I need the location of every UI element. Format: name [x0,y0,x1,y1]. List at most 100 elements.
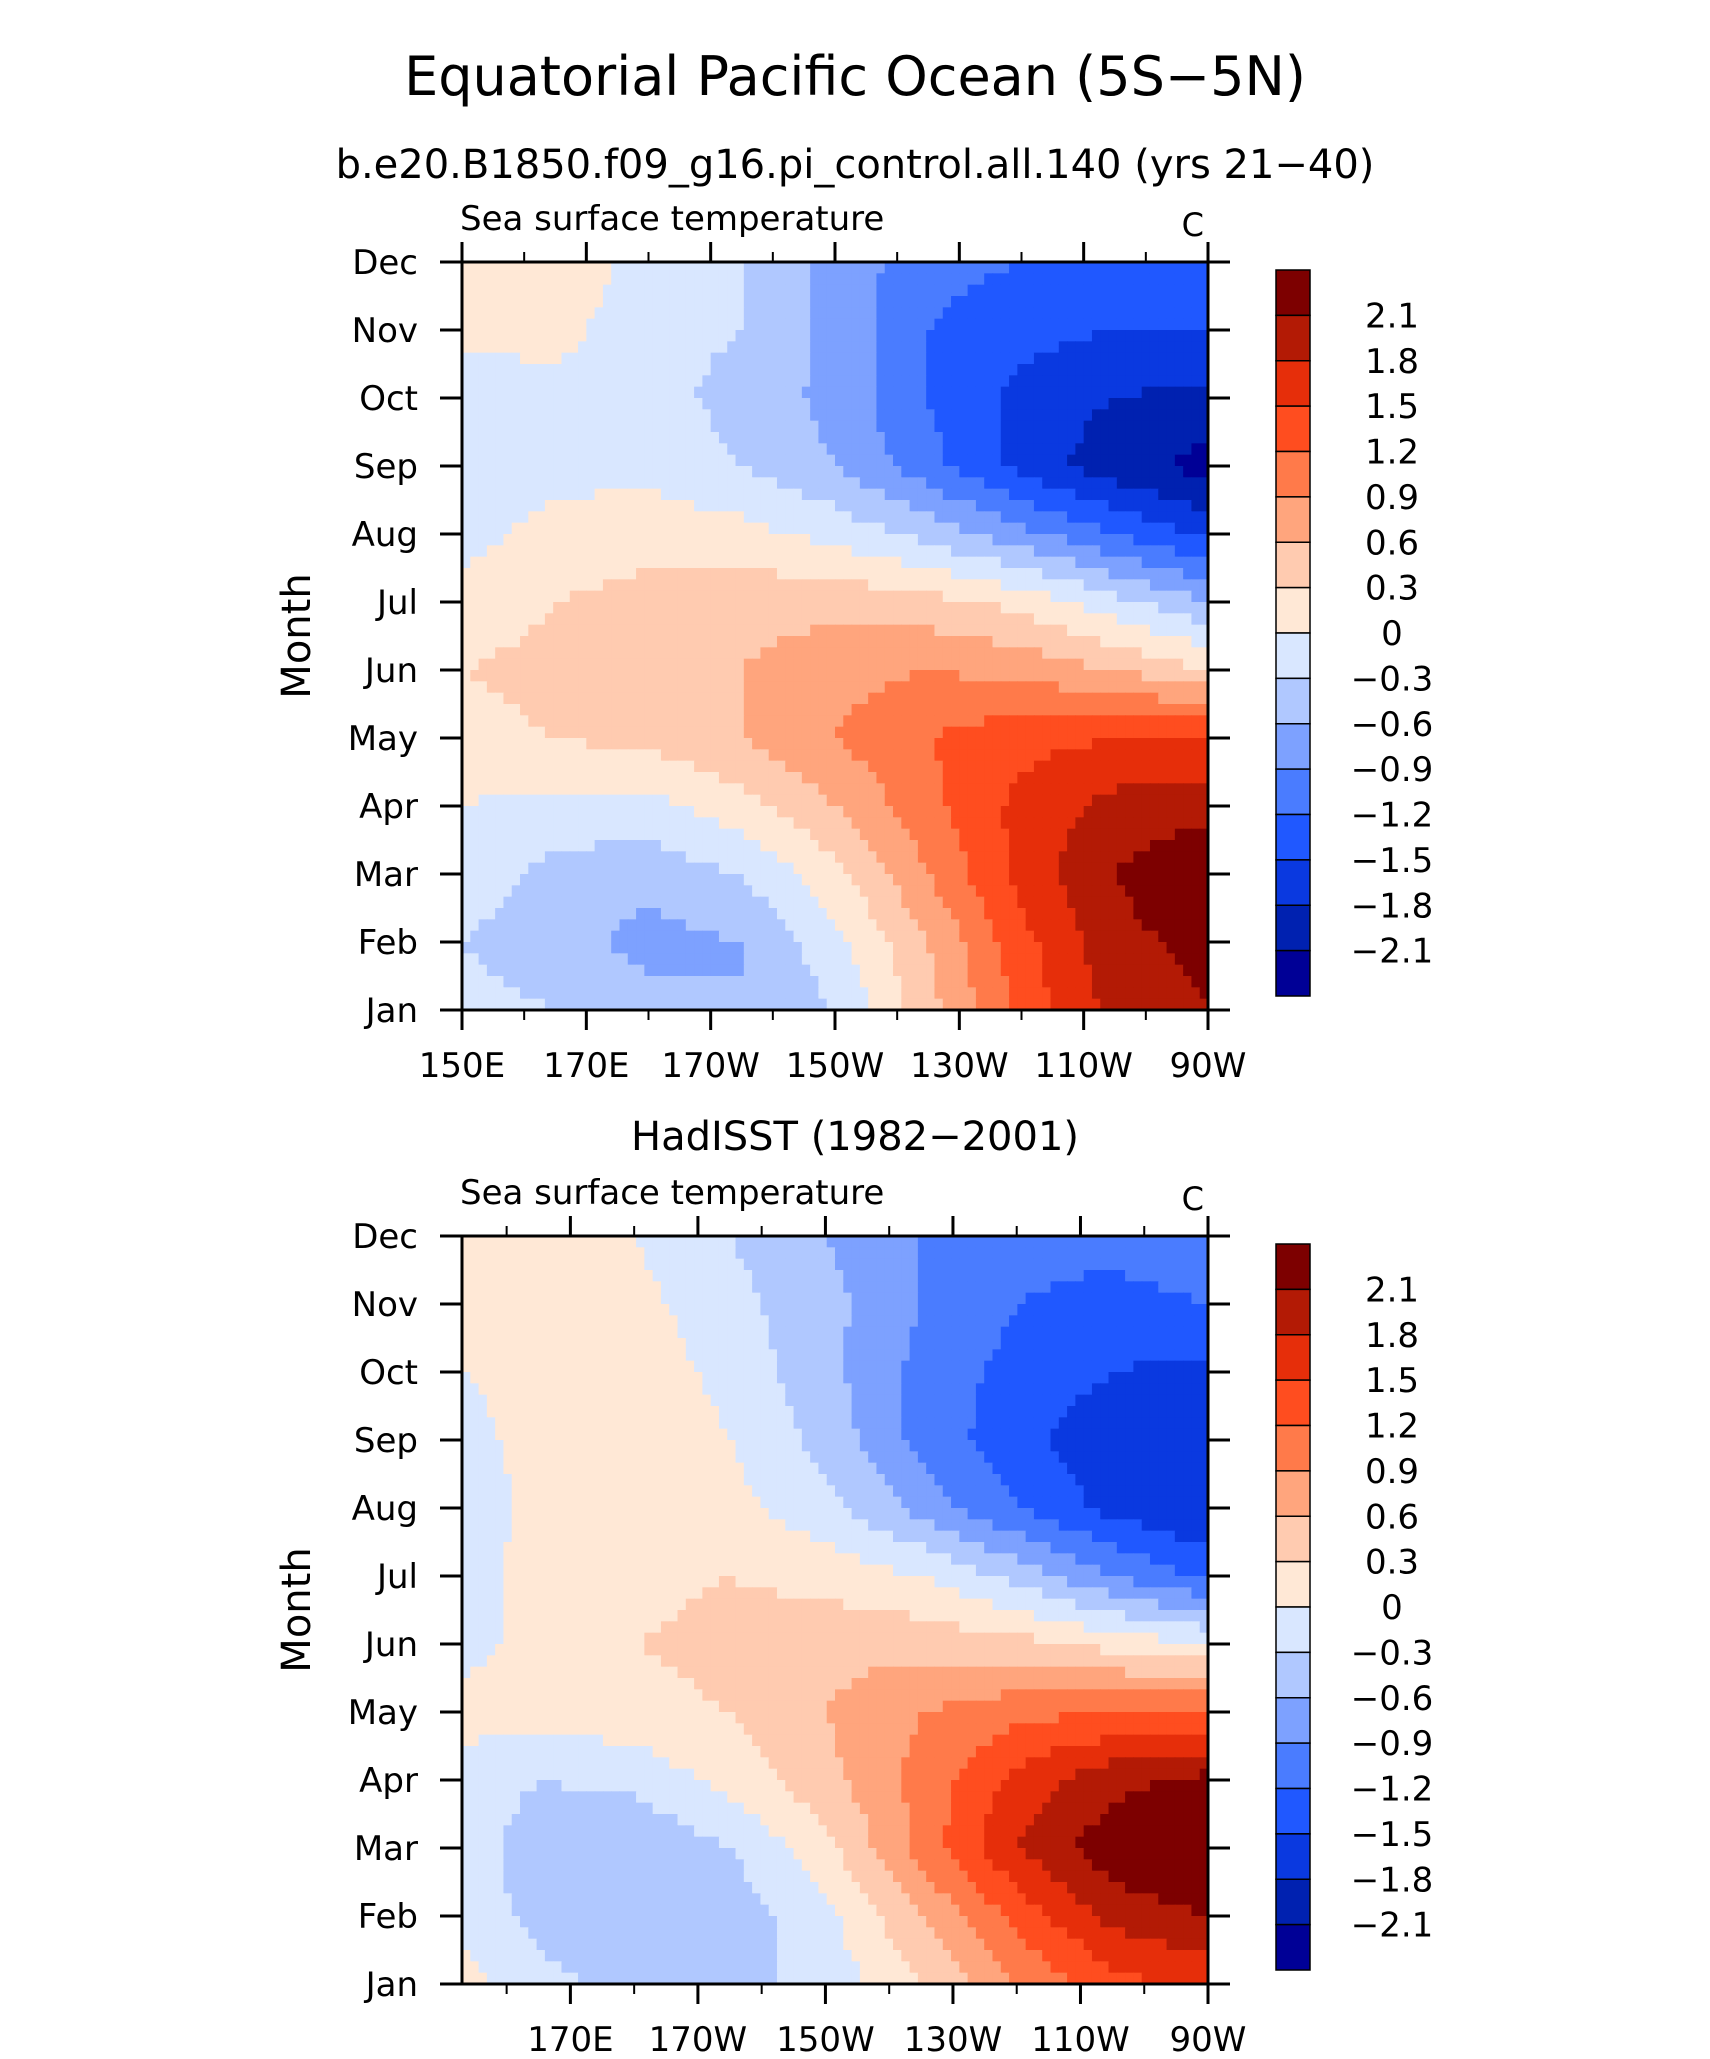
heatmap-cell [884,624,894,637]
heatmap-cell [495,568,505,580]
heatmap-cell [602,318,612,331]
heatmap-cell [1033,477,1043,490]
heatmap-cell [1091,874,1101,886]
heatmap-cell [578,375,587,388]
heatmap-cell [901,602,911,614]
heatmap-cell [959,443,969,456]
heatmap-cell [1174,500,1184,512]
heatmap-cell [503,738,513,750]
heatmap-cell [561,341,571,354]
heatmap-cell [793,794,803,807]
heatmap-cell [1091,398,1101,410]
heatmap-cell [1174,715,1184,728]
heatmap-cell [951,817,960,830]
heatmap-cell [702,341,712,354]
heatmap-cell [975,760,985,773]
heatmap-cell [818,692,828,705]
heatmap-cell [793,613,803,626]
heatmap-cell [636,647,645,660]
heatmap-cell [602,658,612,671]
heatmap-cell [1075,375,1085,388]
heatmap-cell [934,318,944,331]
heatmap-cell [1025,783,1035,796]
heatmap-cell [586,466,596,478]
heatmap-cell [967,454,977,467]
heatmap-cell [669,477,679,490]
heatmap-cell [1174,398,1184,410]
heatmap-cell [511,783,521,796]
heatmap-cell [619,817,629,830]
heatmap-cell [702,658,712,671]
heatmap-cell [984,772,994,784]
heatmap-cell [1141,613,1151,626]
heatmap-cell [909,681,919,694]
heatmap-cell [694,885,703,898]
heatmap-cell [569,500,579,512]
heatmap-cell [752,817,761,830]
heatmap-cell [975,318,985,331]
heatmap-cell [868,783,878,796]
heatmap-cell [702,545,712,558]
heatmap-cell [669,704,679,716]
heatmap-cell [636,556,645,569]
heatmap-cell [1009,398,1018,410]
heatmap-cell [760,273,770,286]
heatmap-cell [967,624,977,637]
heatmap-cell [495,636,505,648]
heatmap-cell [818,500,828,512]
heatmap-cell [702,364,712,376]
heatmap-cell [1083,760,1093,773]
heatmap-cell [1000,862,1010,875]
heatmap-cell [1017,749,1027,762]
heatmap-cell [718,840,728,852]
heatmap-cell [619,262,629,274]
heatmap-cell [1108,590,1118,603]
heatmap-cell [752,330,761,342]
heatmap-cell [735,284,745,297]
heatmap-cell [735,681,745,694]
heatmap-cell [984,500,994,512]
heatmap-cell [702,330,712,342]
figure-title: Equatorial Pacific Ocean (5S−5N) [404,45,1306,108]
heatmap-cell [1083,670,1093,682]
heatmap-cell [909,647,919,660]
heatmap-cell [735,522,745,535]
heatmap-cell [503,828,513,841]
heatmap-cell [586,318,596,331]
heatmap-cell [835,692,844,705]
heatmap-cell [835,296,844,308]
heatmap-cell [843,749,853,762]
heatmap-cell [1116,840,1126,852]
heatmap-cell [536,522,546,535]
heatmap-cell [1125,817,1134,830]
heatmap-cell [768,862,778,875]
heatmap-cell [495,500,505,512]
heatmap-cell [652,783,662,796]
heatmap-cell [520,885,529,898]
heatmap-cell [1042,658,1052,671]
heatmap-cell [859,862,869,875]
heatmap-cell [602,681,612,694]
heatmap-cell [1067,534,1076,546]
heatmap-cell [553,284,563,297]
heatmap-cell [801,409,811,422]
heatmap-cell [909,273,919,286]
heatmap-cell [511,749,521,762]
heatmap-cell [984,862,994,875]
heatmap-cell [677,851,687,864]
heatmap-cell [884,874,894,886]
heatmap-cell [967,318,977,331]
heatmap-cell [462,318,471,331]
heatmap-cell [553,681,563,694]
heatmap-cell [578,624,587,637]
heatmap-cell [801,658,811,671]
heatmap-cell [652,885,662,898]
heatmap-cell [1009,772,1018,784]
heatmap-cell [768,874,778,886]
heatmap-cell [926,715,936,728]
heatmap-cell [1091,636,1101,648]
heatmap-cell [561,420,571,433]
heatmap-cell [951,273,960,286]
heatmap-cell [1083,409,1093,422]
heatmap-cell [851,511,861,524]
